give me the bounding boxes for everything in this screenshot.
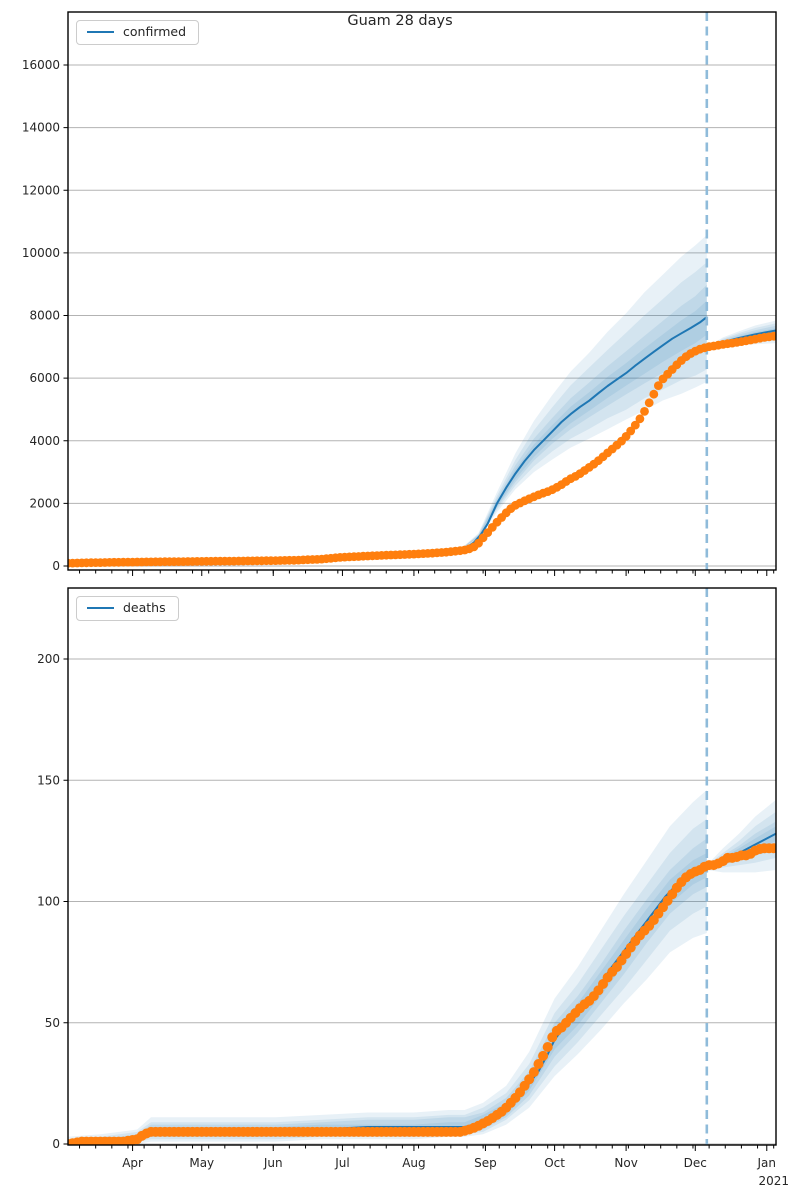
actual-dot bbox=[769, 331, 776, 341]
y-axis-tick-label: 100 bbox=[37, 895, 60, 909]
actual-dot bbox=[524, 1074, 535, 1085]
x-axis-month-label: Aug bbox=[402, 1156, 425, 1170]
y-axis-tick-label: 12000 bbox=[22, 183, 60, 197]
x-axis-month-label: Oct bbox=[544, 1156, 565, 1170]
y-axis-tick-label: 10000 bbox=[22, 246, 60, 260]
confidence-band-pre_outer bbox=[460, 235, 707, 550]
y-axis-tick-label: 0 bbox=[52, 559, 60, 573]
actual-dot bbox=[626, 426, 636, 436]
x-axis-month-label: Jul bbox=[334, 1156, 349, 1170]
actual-dot bbox=[542, 1042, 553, 1052]
confirmed-line-swatch bbox=[87, 31, 114, 34]
x-axis-month-label: Apr bbox=[122, 1156, 143, 1170]
actual-dot bbox=[654, 381, 663, 390]
actual-dot bbox=[635, 414, 645, 424]
x-axis-month-label: Jan bbox=[757, 1156, 777, 1170]
actual-dot bbox=[644, 398, 654, 408]
y-axis-tick-label: 16000 bbox=[22, 58, 60, 72]
legend-confirmed-label: confirmed bbox=[123, 24, 187, 39]
y-axis-tick-label: 200 bbox=[37, 652, 60, 666]
x-axis-month-label: Sep bbox=[474, 1156, 497, 1170]
deaths-chart: 0 50 100 150 200 Apr May Jun Jul Aug Sep Oct Nov Dec J… bbox=[37, 587, 790, 1188]
legend-deaths-label: deaths bbox=[123, 600, 166, 615]
actual-dot bbox=[528, 1067, 539, 1078]
chart-spine bbox=[67, 587, 777, 1146]
actual-dot bbox=[649, 389, 659, 399]
x-axis-month-label: May bbox=[189, 1156, 214, 1170]
y-axis-tick-label: 14000 bbox=[22, 121, 60, 135]
confirmed_actual-dots bbox=[68, 331, 776, 568]
page-title: Guam 28 days bbox=[347, 13, 453, 29]
deaths-line-swatch bbox=[87, 607, 114, 610]
legend-deaths: deaths bbox=[76, 596, 179, 621]
x-axis-month-label: Nov bbox=[614, 1156, 637, 1170]
actual-dot bbox=[630, 420, 640, 430]
y-axis-tick-label: 0 bbox=[52, 1137, 60, 1151]
confidence-band-pre_mid2 bbox=[460, 262, 707, 550]
confirmed-chart: 0 2000 4000 6000 8000 10000 12000 14000 16000 bbox=[22, 11, 777, 576]
chart-spine bbox=[67, 11, 777, 571]
confidence-band-pre_inner bbox=[460, 300, 707, 550]
y-axis-tick-label: 2000 bbox=[29, 496, 60, 510]
x-axis-month-label: Jun bbox=[263, 1156, 283, 1170]
y-axis-tick-label: 8000 bbox=[29, 309, 60, 323]
legend-confirmed: confirmed bbox=[76, 20, 200, 45]
x-axis-month-label: Dec bbox=[684, 1156, 707, 1170]
confidence-band-pre_mid2 bbox=[68, 819, 707, 1144]
y-axis-tick-label: 150 bbox=[37, 773, 60, 787]
confidence-band-post_inner bbox=[706, 826, 776, 868]
actual-dot bbox=[640, 407, 649, 416]
deaths_actual-dots bbox=[68, 843, 776, 1145]
actual-dot bbox=[538, 1050, 549, 1061]
confidence-band-post_outer bbox=[706, 799, 776, 873]
x-axis-year-label: 2021 bbox=[759, 1174, 790, 1188]
confidence-band-pre_mid1 bbox=[460, 284, 707, 550]
y-axis-tick-label: 6000 bbox=[29, 371, 60, 385]
actual-dot bbox=[768, 843, 776, 854]
confidence-band-pre_mid1 bbox=[68, 838, 707, 1144]
actual-dot bbox=[533, 1059, 544, 1069]
y-axis-tick-label: 50 bbox=[45, 1016, 60, 1030]
y-axis-tick-label: 4000 bbox=[29, 434, 60, 448]
